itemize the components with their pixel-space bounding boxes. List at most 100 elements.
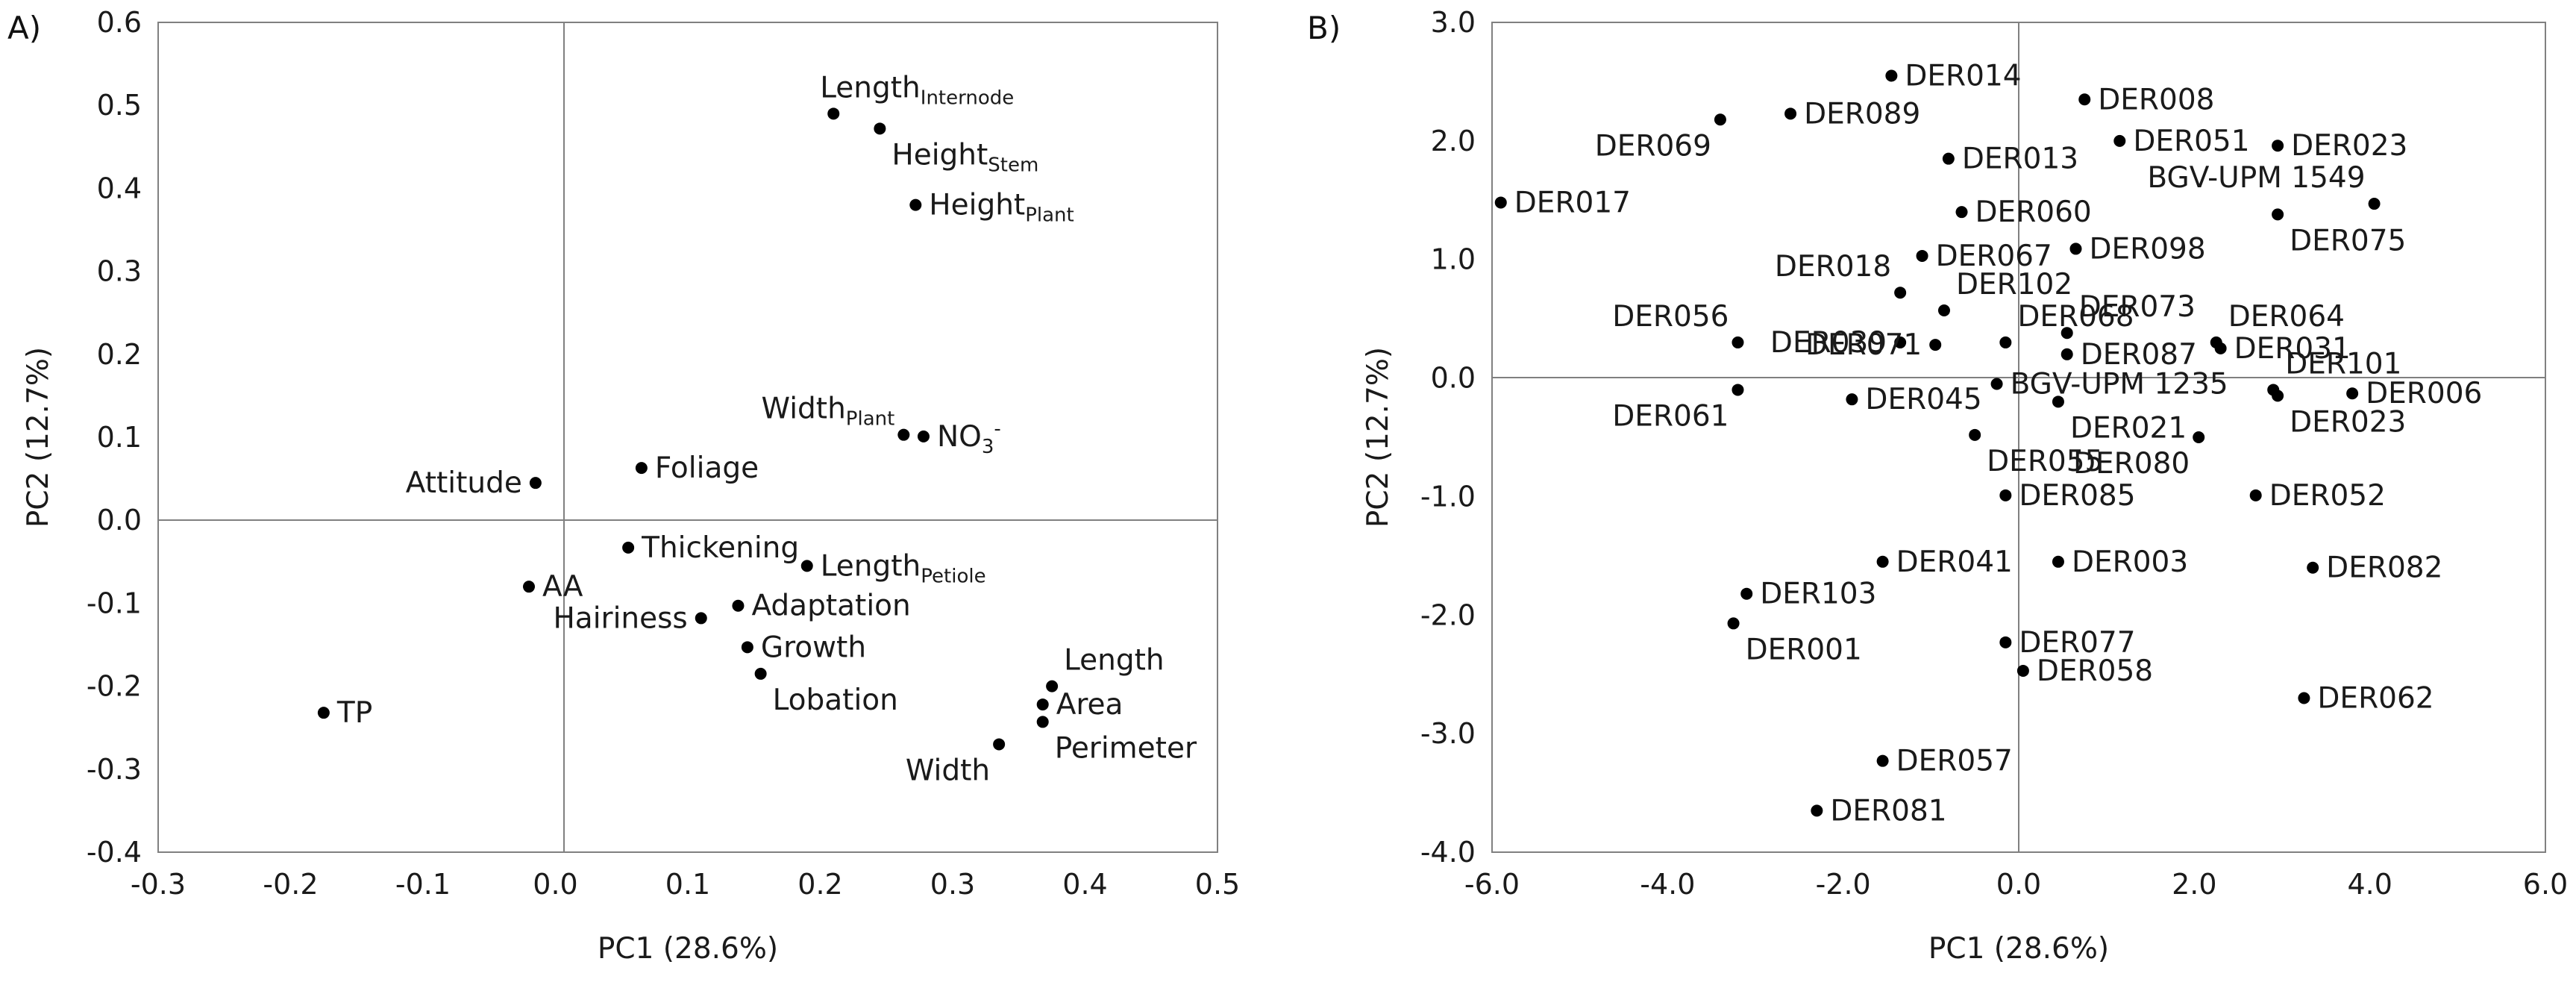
panel-b-y-ticks: -4.0 -3.0 -2.0 -1.0 0.0 1.0 2.0 3.0 xyxy=(1420,6,1476,869)
data-point xyxy=(2249,489,2262,501)
data-point xyxy=(1846,393,1858,406)
data-point xyxy=(2078,93,2091,106)
data-point-label: DER062 xyxy=(2317,681,2434,715)
data-point xyxy=(1999,336,2012,348)
panel-a-plot-frame xyxy=(157,22,1218,853)
data-point-label: DER021 xyxy=(2070,411,2187,445)
data-point-label: DER102 xyxy=(1956,268,2072,301)
data-point xyxy=(2052,555,2064,568)
data-point-label: Length xyxy=(1064,644,1165,678)
data-point-label: DER052 xyxy=(2269,479,2386,513)
y-tick-label: 1.0 xyxy=(1431,243,1476,276)
x-tick-label: 0.0 xyxy=(1996,868,2041,901)
data-point xyxy=(1894,336,1907,348)
x-tick-label: 2.0 xyxy=(2172,868,2216,901)
y-tick-label: -2.0 xyxy=(1420,598,1476,631)
data-point-label: DER056 xyxy=(1612,300,1729,334)
data-point-label: DER014 xyxy=(1905,59,2021,93)
data-point-label: DER006 xyxy=(2366,377,2482,410)
data-point xyxy=(2298,692,2310,704)
data-point xyxy=(2052,395,2064,408)
data-point-label: Attitude xyxy=(406,466,522,500)
data-point xyxy=(2193,431,2205,443)
data-point xyxy=(523,581,535,593)
data-point xyxy=(909,198,922,211)
data-point xyxy=(732,599,745,612)
panel-b-x-ticks: -6.0 -4.0 -2.0 0.0 2.0 4.0 6.0 xyxy=(1464,868,2568,901)
data-point xyxy=(2061,327,2073,340)
data-point-label: Hairiness xyxy=(553,601,687,635)
data-point-label: LengthPetiole xyxy=(821,549,986,587)
data-point-label: DER013 xyxy=(1962,143,2078,176)
data-point xyxy=(1885,69,1898,82)
data-point xyxy=(1732,384,1744,396)
data-point-label: WidthPlant xyxy=(761,393,894,431)
data-point xyxy=(1929,339,1942,351)
x-tick-label: -2.0 xyxy=(1816,868,1871,901)
panel-a-x-axis-label: PC1 (28.6%) xyxy=(598,932,778,966)
data-point-label: Lobation xyxy=(773,684,898,717)
data-point xyxy=(897,428,910,441)
panel-a-label: A) xyxy=(7,10,41,46)
data-point-label: DER101 xyxy=(2285,347,2401,381)
data-point xyxy=(1727,617,1740,630)
data-point xyxy=(1036,698,1049,711)
x-tick-label: 0.1 xyxy=(665,868,710,901)
data-point xyxy=(800,560,813,572)
y-tick-label: -0.3 xyxy=(87,753,142,786)
data-point xyxy=(827,107,840,120)
data-point xyxy=(1990,378,2003,390)
data-point xyxy=(2368,198,2381,210)
data-point-label: DER023 xyxy=(2291,129,2407,163)
panel-b-label: B) xyxy=(1307,10,1341,46)
y-tick-label: -1.0 xyxy=(1420,480,1476,513)
data-point xyxy=(2061,348,2073,360)
data-point-label: DER077 xyxy=(2019,626,2135,660)
data-point xyxy=(1955,206,1968,219)
data-point-label: Foliage xyxy=(655,451,759,485)
data-point-label: Growth xyxy=(761,631,866,664)
data-point xyxy=(1894,287,1907,299)
y-tick-label: 0.4 xyxy=(97,172,142,204)
panel-a-points: LengthInternode HeightStem HeightPlant Widt… xyxy=(317,71,1197,787)
data-point xyxy=(2307,561,2319,574)
data-point-label: DER060 xyxy=(1975,196,2092,229)
data-point xyxy=(2272,140,2284,152)
data-point-label: NO3- xyxy=(937,418,1001,458)
data-point-label: DER085 xyxy=(2019,479,2135,513)
y-tick-label: -0.1 xyxy=(87,587,142,619)
x-tick-label: 0.0 xyxy=(533,868,577,901)
data-point-label: DER051 xyxy=(2133,125,2249,158)
data-point xyxy=(754,667,767,680)
data-point-label: Adaptation xyxy=(751,590,910,623)
y-tick-label: 0.5 xyxy=(97,89,142,122)
x-tick-label: 4.0 xyxy=(2347,868,2392,901)
data-point-label: DER098 xyxy=(2089,232,2205,266)
panel-a-x-ticks: -0.3 -0.2 -0.1 0.0 0.1 0.2 0.3 0.4 0.5 xyxy=(131,868,1240,901)
data-point xyxy=(1714,113,1726,126)
data-point xyxy=(2069,243,2082,255)
x-tick-label: -0.1 xyxy=(395,868,451,901)
data-point xyxy=(2016,664,2029,677)
data-point-label: DER069 xyxy=(1595,129,1711,163)
data-point-label: DER103 xyxy=(1760,578,1876,611)
data-point-label: DER057 xyxy=(1896,745,2013,778)
data-point xyxy=(1916,249,1928,262)
data-point-label: LengthInternode xyxy=(820,71,1014,109)
data-point-label: HeightPlant xyxy=(929,189,1074,227)
x-tick-label: 0.3 xyxy=(930,868,975,901)
y-tick-label: 2.0 xyxy=(1431,125,1476,157)
panel-a-y-ticks: -0.4 -0.3 -0.2 -0.1 0.0 0.1 0.2 0.3 0.4 0.5 0.6 xyxy=(87,6,142,869)
data-point-label: DER089 xyxy=(1804,97,1920,131)
data-point xyxy=(529,477,542,490)
data-point-label: DER055 xyxy=(1987,445,2103,478)
data-point xyxy=(1494,196,1507,209)
x-tick-label: 0.2 xyxy=(797,868,842,901)
y-tick-label: 0.2 xyxy=(97,338,142,371)
panel-b-y-axis-label: PC2 (12.7%) xyxy=(1361,347,1395,528)
data-point xyxy=(1937,304,1950,317)
data-point xyxy=(622,541,635,554)
data-point-label: DER008 xyxy=(2098,83,2214,116)
y-tick-label: 3.0 xyxy=(1431,6,1476,39)
